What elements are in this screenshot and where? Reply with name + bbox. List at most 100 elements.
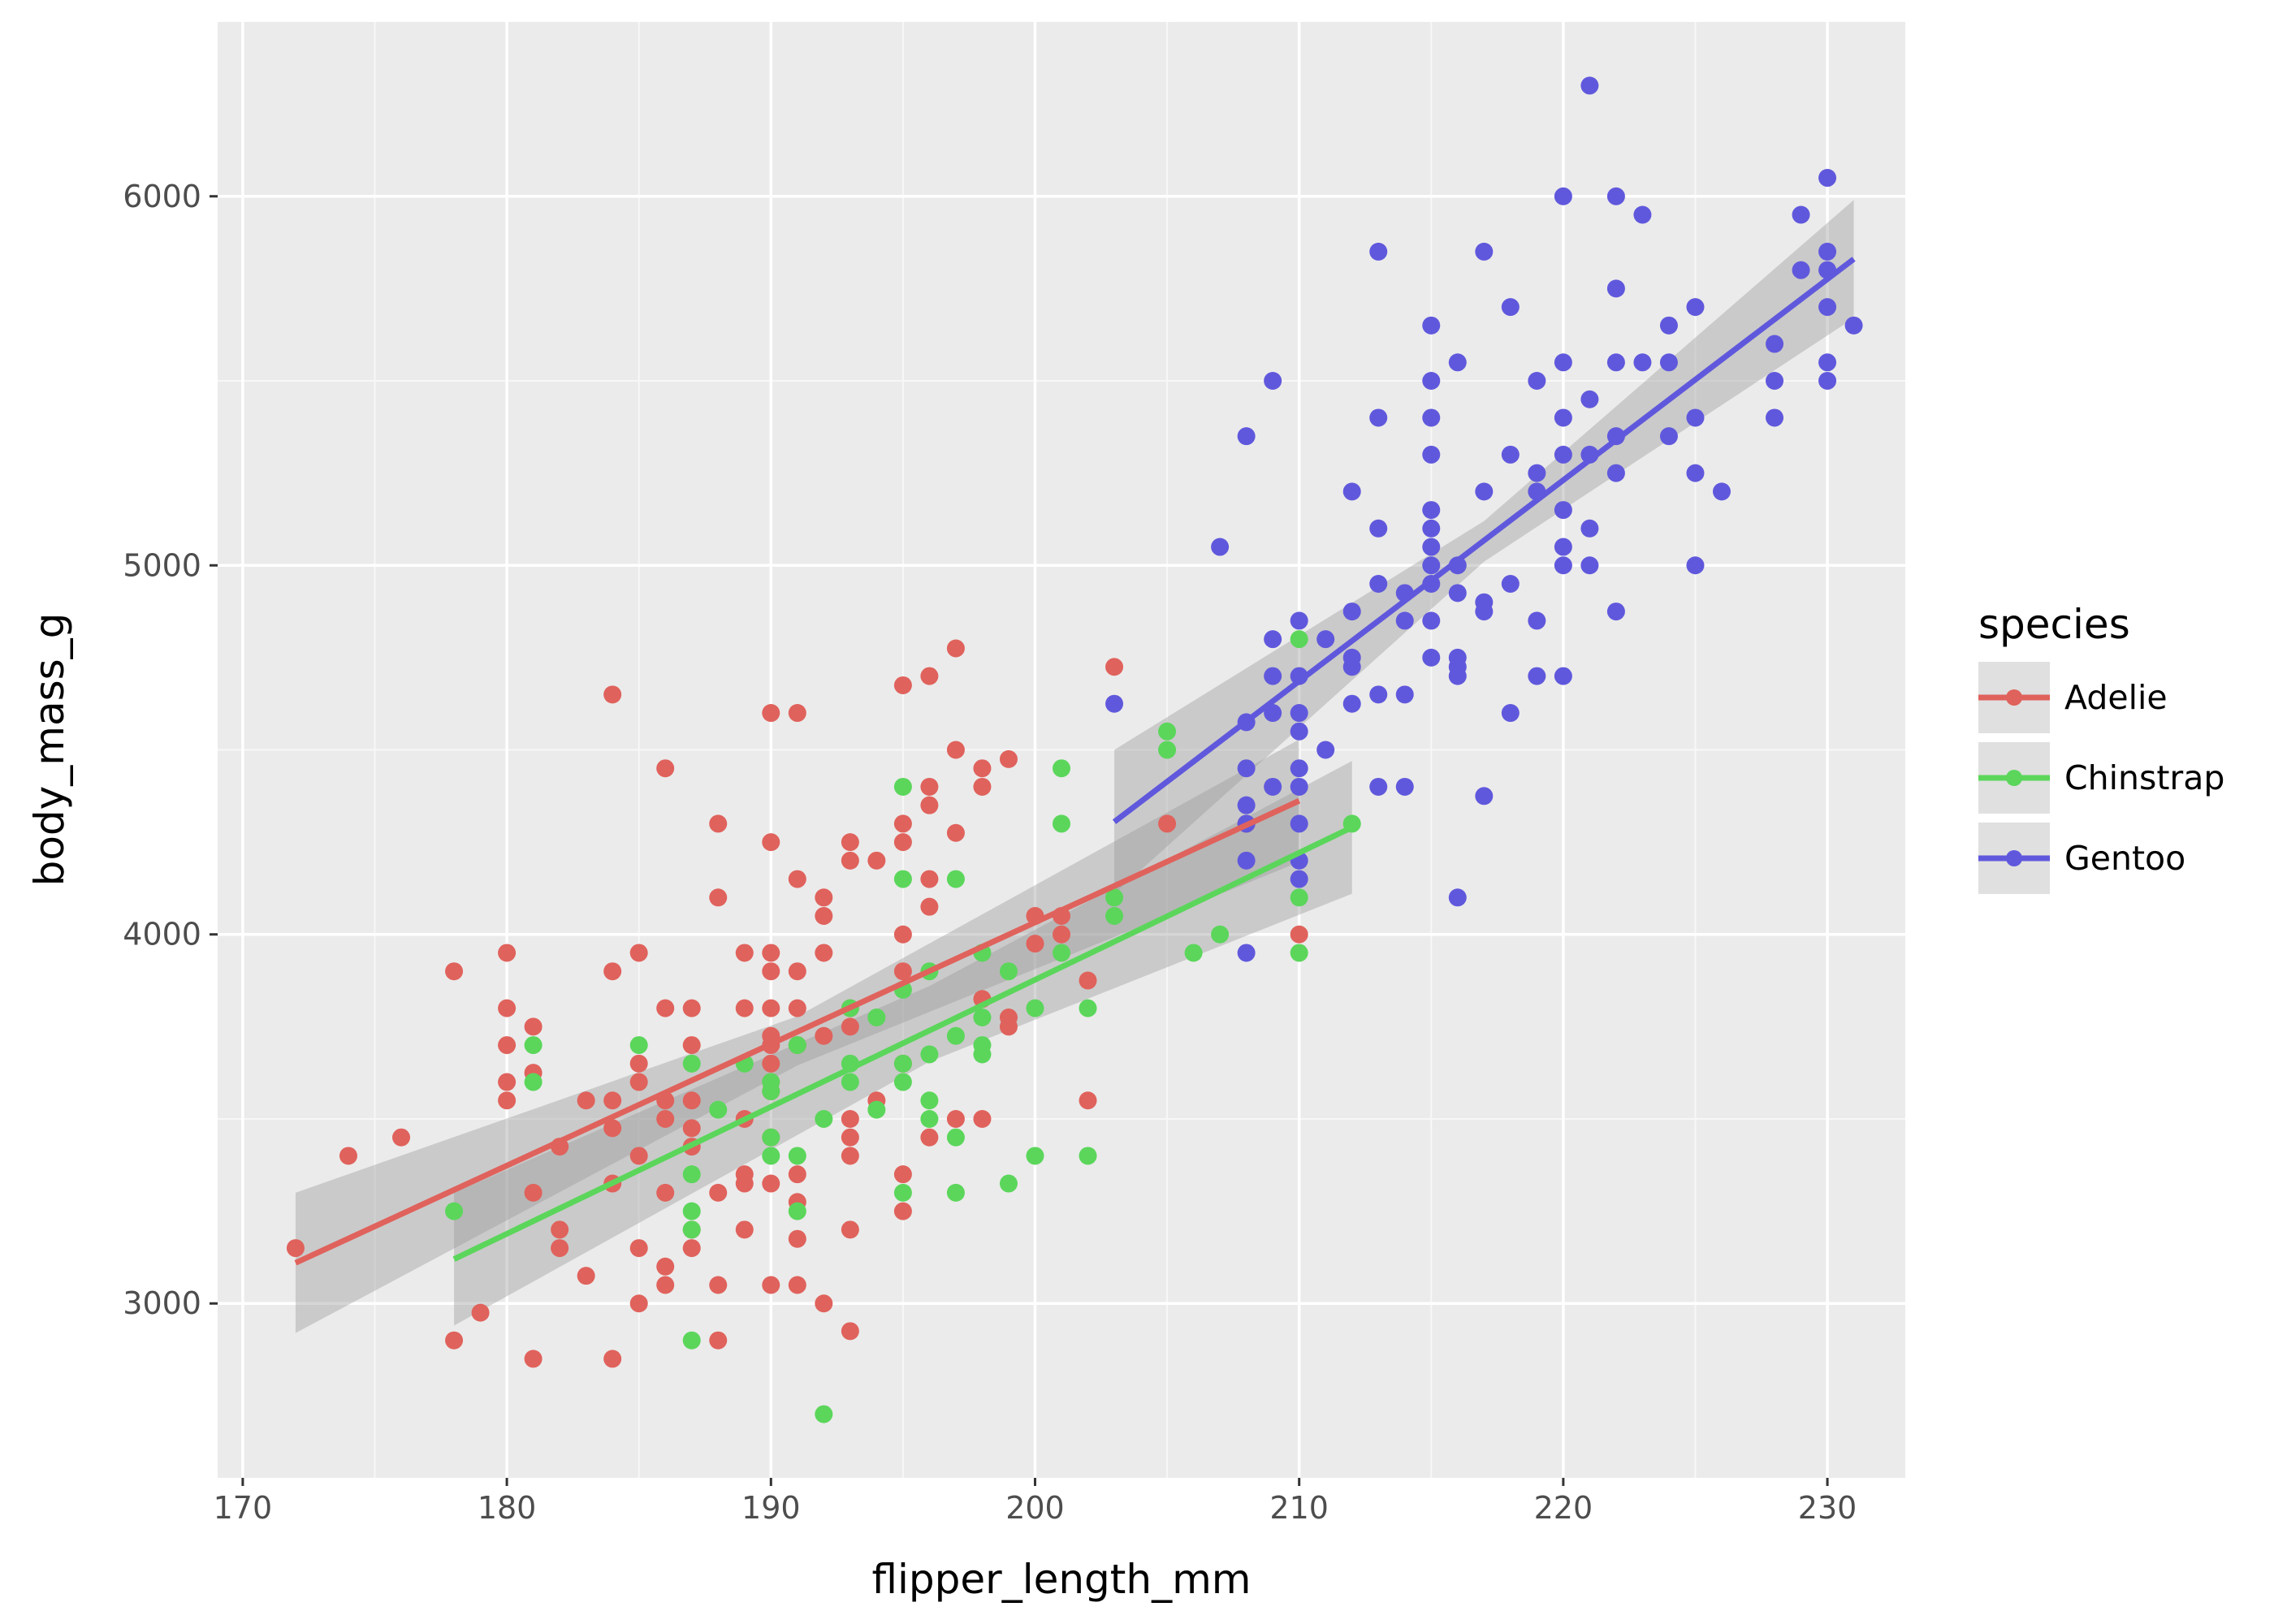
data-point-adelie: [392, 1128, 411, 1147]
data-point-chinstrap: [1053, 759, 1070, 778]
x-tick-label: 190: [741, 1490, 801, 1526]
data-point-gentoo: [1844, 316, 1863, 335]
regression-lines: [294, 257, 1856, 1266]
data-point-gentoo: [1290, 704, 1308, 723]
data-point-adelie: [286, 1239, 305, 1258]
data-point-adelie: [762, 1174, 780, 1193]
data-point-adelie: [656, 1183, 675, 1202]
data-point-adelie: [762, 1054, 780, 1073]
data-point-gentoo: [1606, 353, 1625, 372]
data-point-adelie: [551, 1220, 569, 1239]
data-point-gentoo: [1818, 353, 1837, 372]
data-point-chinstrap: [1026, 999, 1044, 1017]
data-point-chinstrap: [920, 1091, 939, 1110]
data-point-adelie: [682, 1036, 701, 1055]
data-point-chinstrap: [841, 1073, 859, 1091]
data-point-chinstrap: [524, 1036, 543, 1055]
data-point-gentoo: [1528, 372, 1546, 391]
data-point-gentoo: [1766, 372, 1784, 391]
data-point-chinstrap: [629, 1036, 648, 1055]
data-point-gentoo: [1554, 538, 1572, 556]
data-point-gentoo: [1448, 353, 1467, 372]
data-point-gentoo: [1792, 261, 1810, 279]
data-point-adelie: [973, 759, 992, 778]
data-point-chinstrap: [1079, 1147, 1097, 1165]
x-tick-label: 170: [214, 1490, 273, 1526]
data-point-gentoo: [1818, 298, 1837, 317]
data-point-chinstrap: [867, 1100, 886, 1119]
data-point-adelie: [498, 1036, 517, 1055]
data-point-gentoo: [1659, 316, 1678, 335]
data-point-adelie: [815, 1294, 833, 1313]
data-point-adelie: [867, 851, 886, 870]
data-point-gentoo: [1237, 851, 1256, 870]
data-point-adelie: [1158, 814, 1177, 833]
data-point-gentoo: [1766, 408, 1784, 427]
data-point-adelie: [1079, 1091, 1097, 1110]
minor-gridlines: [218, 22, 1905, 1478]
data-point-chinstrap: [946, 1026, 965, 1045]
data-point-gentoo: [1475, 603, 1494, 621]
data-point-adelie: [841, 1017, 859, 1036]
x-tick-label: 200: [1005, 1490, 1065, 1526]
data-point-adelie: [762, 962, 780, 981]
x-tick-label: 220: [1534, 1490, 1593, 1526]
data-point-adelie: [762, 999, 780, 1017]
data-point-chinstrap: [946, 1128, 965, 1147]
data-point-chinstrap: [946, 1183, 965, 1202]
data-point-gentoo: [1818, 169, 1837, 188]
data-point-adelie: [762, 704, 780, 723]
data-point-gentoo: [1422, 501, 1441, 520]
data-point-adelie: [709, 814, 728, 833]
data-point-adelie: [946, 639, 965, 658]
data-point-gentoo: [1369, 242, 1388, 261]
data-point-chinstrap: [709, 1100, 728, 1119]
data-point-chinstrap: [973, 1009, 992, 1027]
y-tick-label: 5000: [123, 547, 201, 583]
data-point-adelie: [603, 1091, 622, 1110]
data-point-gentoo: [1554, 667, 1572, 685]
data-point-adelie: [893, 925, 912, 944]
data-point-gentoo: [1580, 390, 1599, 408]
data-point-gentoo: [1264, 630, 1282, 649]
data-point-adelie: [841, 1322, 859, 1341]
data-point-chinstrap: [1105, 907, 1124, 926]
data-point-adelie: [788, 870, 806, 888]
data-points: [286, 76, 1863, 1423]
data-point-gentoo: [1264, 372, 1282, 391]
legend-entry-chinstrap: Chinstrap: [1978, 742, 2224, 814]
data-point-gentoo: [1580, 519, 1599, 538]
data-point-adelie: [893, 676, 912, 694]
data-point-chinstrap: [1105, 888, 1124, 907]
data-point-adelie: [893, 962, 912, 981]
data-point-gentoo: [1422, 519, 1441, 538]
regression-line-adelie: [294, 798, 1301, 1266]
data-point-adelie: [735, 1174, 754, 1193]
data-point-adelie: [498, 1073, 517, 1091]
data-point-gentoo: [1422, 372, 1441, 391]
data-point-gentoo: [1686, 298, 1705, 317]
data-point-gentoo: [1528, 464, 1546, 482]
data-point-adelie: [577, 1267, 595, 1285]
data-point-adelie: [841, 1128, 859, 1147]
data-point-adelie: [946, 741, 965, 759]
data-point-adelie: [629, 1054, 648, 1073]
data-point-chinstrap: [682, 1202, 701, 1220]
data-point-gentoo: [1264, 704, 1282, 723]
data-point-chinstrap: [1026, 1147, 1044, 1165]
data-point-chinstrap: [1290, 944, 1308, 962]
data-point-adelie: [682, 1239, 701, 1258]
data-point-gentoo: [1448, 667, 1467, 685]
data-point-gentoo: [1554, 501, 1572, 520]
data-point-gentoo: [1818, 242, 1837, 261]
x-tick-label: 230: [1798, 1490, 1857, 1526]
data-point-adelie: [1105, 658, 1124, 676]
data-point-adelie: [709, 1183, 728, 1202]
data-point-chinstrap: [788, 1202, 806, 1220]
data-point-chinstrap: [999, 962, 1018, 981]
data-point-gentoo: [1369, 777, 1388, 796]
data-point-chinstrap: [1290, 888, 1308, 907]
data-point-chinstrap: [973, 1045, 992, 1064]
data-point-chinstrap: [867, 1009, 886, 1027]
data-point-chinstrap: [445, 1202, 464, 1220]
